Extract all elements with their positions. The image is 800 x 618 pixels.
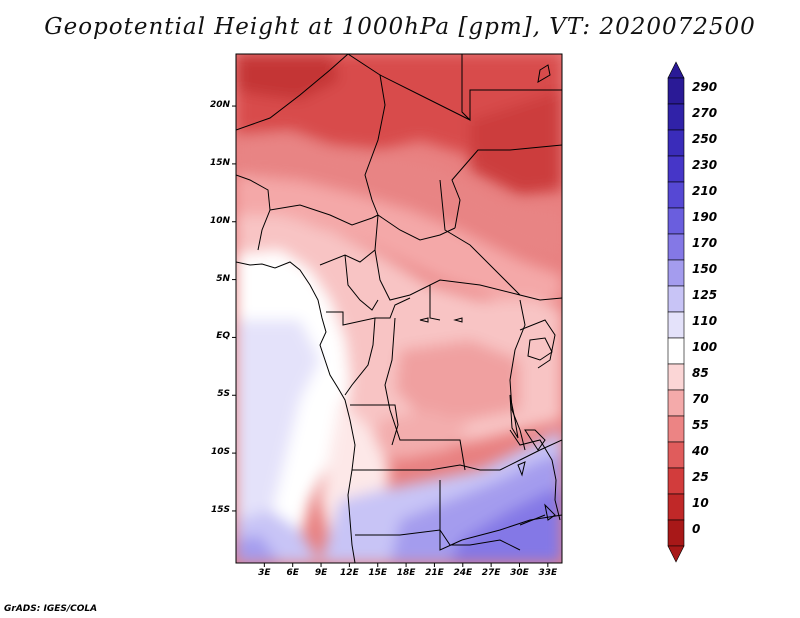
colorbar-level-label: 25 xyxy=(692,470,709,484)
colorbar-level-label: 0 xyxy=(692,522,701,536)
colorbar-level-label: 290 xyxy=(692,80,718,94)
colorbar-segment xyxy=(667,415,685,443)
colorbar-segment xyxy=(667,285,685,313)
map-title: Geopotential Height at 1000hPa [gpm], VT… xyxy=(44,14,756,40)
colorbar-segment xyxy=(667,337,685,365)
lon-tick-label: 30E xyxy=(510,568,529,578)
colorbar-segment xyxy=(667,441,685,469)
colorbar-segment xyxy=(667,77,685,105)
lat-tick-label: 15S xyxy=(210,504,230,515)
lat-tick-marks xyxy=(232,105,236,512)
country-borders xyxy=(236,54,562,563)
colorbar-segment xyxy=(667,363,685,391)
plot-frame xyxy=(235,53,563,564)
lon-tick-marks xyxy=(263,563,549,567)
colorbar-level-label: 190 xyxy=(692,210,718,224)
lat-tick-label: 10S xyxy=(210,447,230,458)
colorbar-segment xyxy=(667,389,685,417)
colorbar-top-arrow xyxy=(667,61,685,79)
colorbar-bottom-arrow xyxy=(667,545,685,563)
lon-tick-label: 27E xyxy=(481,568,501,578)
colorbar-level-label: 55 xyxy=(692,418,709,432)
lon-tick-label: 15E xyxy=(368,568,388,578)
colorbar xyxy=(667,61,685,563)
lat-tick-label: EQ xyxy=(216,331,230,342)
colorbar-segment xyxy=(667,519,685,547)
colorbar-segment xyxy=(667,155,685,183)
lon-tick-label: 21E xyxy=(425,568,444,578)
colorbar-segment xyxy=(667,311,685,339)
colorbar-level-label: 70 xyxy=(692,392,709,406)
lat-tick-label: 5S xyxy=(217,389,230,400)
lon-tick-label: 3E xyxy=(258,568,271,578)
colorbar-level-label: 270 xyxy=(692,106,718,120)
lat-tick-label: 20N xyxy=(209,100,230,111)
colorbar-segment xyxy=(667,493,685,521)
lat-tick-label: 15N xyxy=(209,157,230,168)
lat-tick-label: 5N xyxy=(216,273,230,284)
grads-credit: GrADS: IGES/COLA xyxy=(4,604,98,614)
colorbar-level-label: 150 xyxy=(692,262,718,276)
lon-tick-label: 9E xyxy=(314,568,328,578)
colorbar-level-label: 10 xyxy=(692,496,709,510)
lon-tick-label: 18E xyxy=(396,568,416,578)
colorbar-level-label: 110 xyxy=(692,314,718,328)
colorbar-level-label: 100 xyxy=(692,340,718,354)
colorbar-segment xyxy=(667,103,685,131)
lakes xyxy=(419,64,556,521)
colorbar-level-label: 125 xyxy=(692,288,718,302)
lat-tick-label: 10N xyxy=(209,215,230,226)
colorbar-level-label: 230 xyxy=(692,158,718,172)
colorbar-segment xyxy=(667,233,685,261)
colorbar-level-label: 85 xyxy=(692,366,709,380)
lon-tick-label: 33E xyxy=(538,568,558,578)
colorbar-segment xyxy=(667,467,685,495)
colorbar-segment xyxy=(667,207,685,235)
colorbar-segment xyxy=(667,259,685,287)
colorbar-segment xyxy=(667,181,685,209)
colorbar-level-label: 40 xyxy=(692,444,709,458)
colorbar-level-label: 210 xyxy=(692,184,718,198)
lon-tick-label: 12E xyxy=(340,568,359,578)
colorbar-segment xyxy=(667,129,685,157)
lon-tick-label: 24E xyxy=(453,568,473,578)
field-shading xyxy=(236,54,562,563)
lon-tick-label: 6E xyxy=(286,568,299,578)
colorbar-level-label: 170 xyxy=(692,236,718,250)
colorbar-level-label: 250 xyxy=(692,132,718,146)
